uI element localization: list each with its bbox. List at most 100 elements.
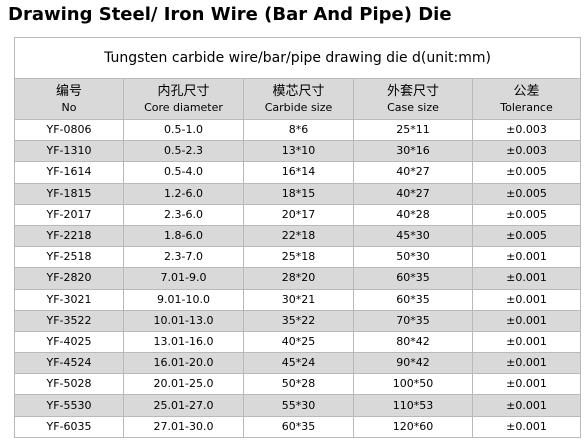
- cell-tolerance: ±0.003: [471, 140, 582, 163]
- cell-case-size: 60*35: [353, 288, 473, 311]
- cell-carbide-size: 18*15: [243, 182, 354, 205]
- cell-case-size: 30*16: [353, 140, 473, 163]
- table-row: YF-6035 27.01-30.0 60*35 120*60 ±0.001: [14, 415, 582, 438]
- cell-case-size: 90*42: [353, 352, 473, 375]
- cell-tolerance: ±0.001: [471, 352, 582, 375]
- table-row: YF-2218 1.8-6.0 22*18 45*30 ±0.005: [14, 224, 582, 248]
- table-row: YF-4524 16.01-20.0 45*24 90*42 ±0.001: [14, 352, 582, 375]
- cell-case-size: 60*35: [353, 267, 473, 290]
- cell-tolerance: ±0.001: [471, 267, 582, 290]
- cell-case-size: 120*60: [353, 415, 473, 438]
- cell-core-diameter: 0.5-1.0: [123, 118, 244, 142]
- column-header-no: 编号 No: [14, 78, 124, 120]
- cell-core-diameter: 2.3-6.0: [123, 203, 244, 226]
- page-title: Drawing Steel/ Iron Wire (Bar And Pipe) …: [8, 4, 452, 25]
- column-header-zh: 内孔尺寸: [157, 83, 210, 99]
- cell-core-diameter: 10.01-13.0: [123, 309, 244, 332]
- cell-no: YF-5530: [14, 394, 124, 417]
- table-row: YF-5530 25.01-27.0 55*30 110*53 ±0.001: [14, 394, 582, 417]
- cell-no: YF-1815: [14, 182, 124, 205]
- cell-core-diameter: 9.01-10.0: [123, 288, 244, 311]
- table-body: YF-0806 0.5-1.0 8*6 25*11 ±0.003 YF-1310 0.5-2…: [14, 118, 582, 438]
- cell-no: YF-4524: [14, 352, 124, 375]
- cell-no: YF-3021: [14, 288, 124, 311]
- table-row: YF-0806 0.5-1.0 8*6 25*11 ±0.003: [14, 118, 582, 142]
- cell-tolerance: ±0.001: [471, 373, 582, 396]
- column-header-tolerance: 公差 Tolerance: [471, 78, 582, 120]
- table-caption: Tungsten carbide wire/bar/pipe drawing d…: [13, 37, 582, 79]
- table-row: YF-3522 10.01-13.0 35*22 70*35 ±0.001: [14, 309, 582, 332]
- cell-no: YF-2218: [14, 224, 124, 248]
- cell-no: YF-5028: [14, 373, 124, 396]
- column-header-zh: 外套尺寸: [386, 83, 439, 99]
- cell-carbide-size: 55*30: [243, 394, 354, 417]
- cell-no: YF-3522: [14, 309, 124, 332]
- table-header-row: 编号 No 内孔尺寸 Core diameter 模芯尺寸 Carbide si…: [14, 78, 582, 120]
- cell-no: YF-1310: [14, 140, 124, 163]
- cell-core-diameter: 7.01-9.0: [123, 267, 244, 290]
- column-header-en: No: [61, 100, 77, 114]
- table-row: YF-1614 0.5-4.0 16*14 40*27 ±0.005: [14, 161, 582, 184]
- table-row: YF-1310 0.5-2.3 13*10 30*16 ±0.003: [14, 140, 582, 163]
- cell-tolerance: ±0.001: [471, 246, 582, 269]
- cell-no: YF-2820: [14, 267, 124, 290]
- cell-no: YF-6035: [14, 415, 124, 438]
- table-row: YF-3021 9.01-10.0 30*21 60*35 ±0.001: [14, 288, 582, 311]
- column-header-zh: 模芯尺寸: [272, 83, 325, 99]
- column-header-zh: 公差: [513, 83, 540, 99]
- cell-no: YF-0806: [14, 118, 124, 142]
- cell-no: YF-2518: [14, 246, 124, 269]
- cell-carbide-size: 22*18: [243, 224, 354, 248]
- cell-carbide-size: 13*10: [243, 140, 354, 163]
- cell-tolerance: ±0.001: [471, 288, 582, 311]
- cell-case-size: 25*11: [353, 118, 473, 142]
- cell-no: YF-4025: [14, 330, 124, 354]
- table-row: YF-2820 7.01-9.0 28*20 60*35 ±0.001: [14, 267, 582, 290]
- table-row: YF-2518 2.3-7.0 25*18 50*30 ±0.001: [14, 246, 582, 269]
- die-spec-table: Tungsten carbide wire/bar/pipe drawing d…: [13, 37, 582, 438]
- column-header-core-diameter: 内孔尺寸 Core diameter: [123, 78, 244, 120]
- table-row: YF-2017 2.3-6.0 20*17 40*28 ±0.005: [14, 203, 582, 226]
- cell-core-diameter: 27.01-30.0: [123, 415, 244, 438]
- cell-tolerance: ±0.005: [471, 224, 582, 248]
- table-row: YF-4025 13.01-16.0 40*25 80*42 ±0.001: [14, 330, 582, 354]
- cell-case-size: 110*53: [353, 394, 473, 417]
- cell-tolerance: ±0.001: [471, 309, 582, 332]
- cell-case-size: 45*30: [353, 224, 473, 248]
- column-header-en: Case size: [387, 100, 439, 114]
- cell-carbide-size: 35*22: [243, 309, 354, 332]
- table-row: YF-1815 1.2-6.0 18*15 40*27 ±0.005: [14, 182, 582, 205]
- column-header-carbide-size: 模芯尺寸 Carbide size: [243, 78, 354, 120]
- cell-case-size: 70*35: [353, 309, 473, 332]
- cell-carbide-size: 40*25: [243, 330, 354, 354]
- column-header-case-size: 外套尺寸 Case size: [353, 78, 473, 120]
- cell-tolerance: ±0.003: [471, 118, 582, 142]
- cell-case-size: 40*28: [353, 203, 473, 226]
- cell-core-diameter: 0.5-2.3: [123, 140, 244, 163]
- cell-tolerance: ±0.005: [471, 161, 582, 184]
- cell-core-diameter: 1.2-6.0: [123, 182, 244, 205]
- cell-tolerance: ±0.005: [471, 203, 582, 226]
- cell-carbide-size: 60*35: [243, 415, 354, 438]
- column-header-en: Tolerance: [500, 100, 553, 114]
- cell-core-diameter: 16.01-20.0: [123, 352, 244, 375]
- table-row: YF-5028 20.01-25.0 50*28 100*50 ±0.001: [14, 373, 582, 396]
- cell-carbide-size: 45*24: [243, 352, 354, 375]
- cell-case-size: 40*27: [353, 161, 473, 184]
- cell-core-diameter: 13.01-16.0: [123, 330, 244, 354]
- column-header-zh: 编号: [55, 83, 82, 99]
- cell-core-diameter: 20.01-25.0: [123, 373, 244, 396]
- cell-core-diameter: 25.01-27.0: [123, 394, 244, 417]
- cell-carbide-size: 8*6: [243, 118, 354, 142]
- cell-core-diameter: 1.8-6.0: [123, 224, 244, 248]
- cell-case-size: 40*27: [353, 182, 473, 205]
- column-header-en: Core diameter: [144, 100, 223, 114]
- cell-carbide-size: 16*14: [243, 161, 354, 184]
- cell-no: YF-2017: [14, 203, 124, 226]
- table-caption-row: Tungsten carbide wire/bar/pipe drawing d…: [13, 37, 582, 79]
- cell-tolerance: ±0.001: [471, 415, 582, 438]
- cell-core-diameter: 0.5-4.0: [123, 161, 244, 184]
- cell-carbide-size: 20*17: [243, 203, 354, 226]
- cell-tolerance: ±0.001: [471, 394, 582, 417]
- cell-tolerance: ±0.005: [471, 182, 582, 205]
